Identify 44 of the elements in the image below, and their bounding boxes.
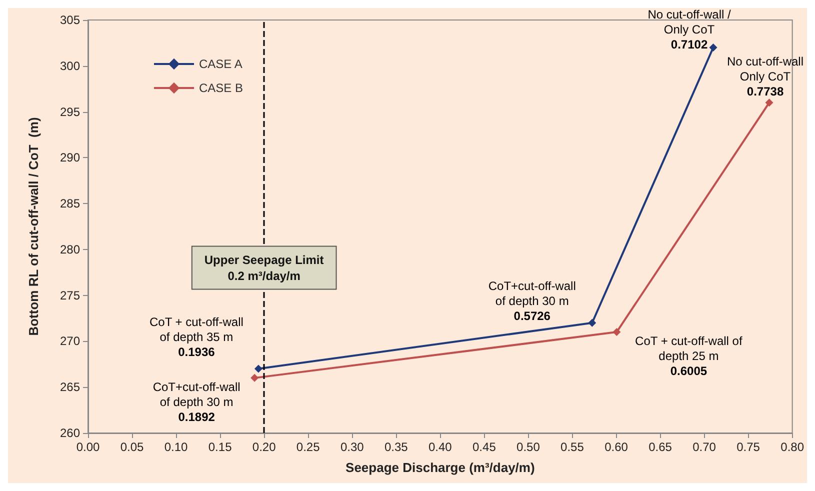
- point: [612, 328, 621, 336]
- point: [588, 318, 596, 327]
- y-tick-label: 290: [60, 150, 80, 165]
- annotation: No cut-off-wall / Only CoT 0.7102: [648, 8, 732, 52]
- ref-line-label: Upper Seepage Limit 0.2 m³/day/m: [204, 252, 324, 283]
- annotation: CoT+cut-off-wall of depth 30 m 0.5726: [488, 278, 576, 323]
- legend-label: CASE A: [199, 57, 242, 71]
- annotation: No cut-off-wall Only CoT 0.7738: [727, 54, 804, 99]
- y-tick-label: 280: [60, 242, 80, 256]
- y-tick-label: 260: [60, 426, 80, 440]
- x-tick-label: 0.25: [296, 440, 320, 454]
- annotation: CoT + cut-off-wall of depth 25 m 0.6005: [635, 334, 743, 378]
- point: [254, 364, 262, 373]
- y-tick-label: 295: [60, 104, 80, 119]
- annotation: CoT+cut-off-wall of depth 30 m 0.1892: [152, 380, 240, 424]
- x-tick-label: 0.30: [340, 440, 364, 454]
- x-tick-label: 0.05: [120, 440, 144, 454]
- x-tick-label: 0.40: [428, 440, 452, 454]
- y-tick-label: 265: [60, 380, 80, 394]
- x-tick-label: 0.20: [252, 440, 276, 454]
- y-tick-label: 300: [60, 58, 80, 73]
- y-tick-label: 275: [60, 288, 80, 302]
- y-tick-label: 285: [60, 196, 80, 211]
- y-axis-title: Bottom RL of cut-off-wall / CoT (m): [26, 117, 41, 336]
- annotation: CoT + cut-off-wall of depth 35 m 0.1936: [149, 314, 244, 359]
- point: [765, 98, 774, 107]
- x-tick-label: 0.75: [736, 440, 760, 454]
- y-tick-label: 305: [60, 13, 80, 27]
- x-tick-label: 0.10: [164, 440, 188, 454]
- x-tick-label: 0.00: [76, 440, 100, 454]
- x-tick-label: 0.50: [516, 440, 540, 454]
- point: [709, 44, 718, 52]
- x-axis-title: Seepage Discharge (m³/day/m): [346, 460, 535, 475]
- y-tick-label: 270: [60, 334, 80, 348]
- x-tick-label: 0.45: [472, 440, 496, 454]
- x-tick-label: 0.80: [780, 440, 804, 454]
- x-tick-label: 0.35: [384, 440, 408, 454]
- x-tick-label: 0.15: [208, 440, 232, 454]
- legend-label: CASE B: [199, 81, 244, 95]
- x-tick-label: 0.70: [692, 440, 716, 454]
- point: [250, 374, 259, 382]
- x-tick-label: 0.55: [560, 440, 584, 454]
- x-tick-label: 0.65: [648, 440, 672, 454]
- x-tick-label: 0.60: [604, 440, 628, 454]
